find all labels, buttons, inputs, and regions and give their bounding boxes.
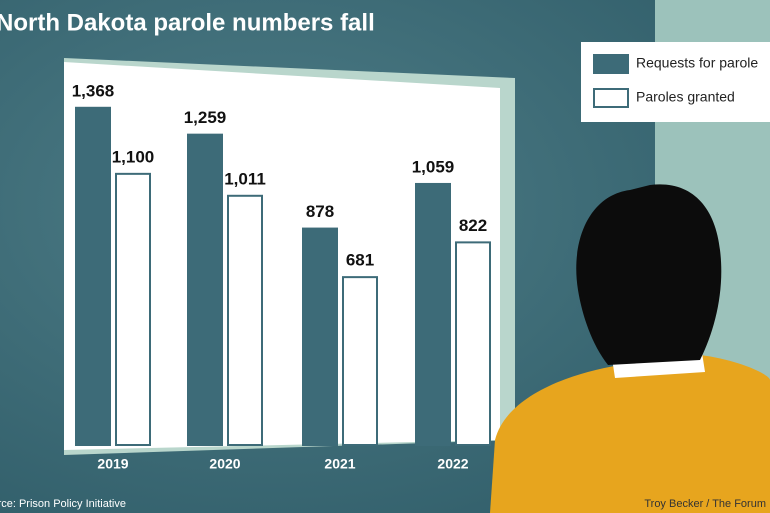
- legend-label: Requests for parole: [636, 55, 758, 71]
- value-label: 1,059: [412, 157, 455, 176]
- bar: [75, 106, 111, 447]
- value-label: 1,100: [112, 147, 155, 166]
- value-label: 681: [346, 251, 374, 270]
- x-tick-label: 2020: [209, 456, 240, 472]
- chart-title: North Dakota parole numbers fall: [0, 9, 375, 36]
- head: [576, 184, 722, 365]
- credit: Troy Becker / The Forum: [644, 498, 766, 510]
- bar: [115, 172, 151, 446]
- bar: [302, 227, 338, 446]
- bar: [187, 133, 223, 446]
- value-label: 1,368: [72, 81, 115, 100]
- person-illustration: [490, 184, 770, 513]
- bar: [227, 194, 263, 446]
- x-tick-label: 2022: [437, 456, 468, 472]
- x-tick-label: 2019: [97, 456, 128, 472]
- chart-frame: [64, 62, 500, 450]
- legend-swatch: [593, 88, 629, 108]
- value-label: 822: [459, 216, 487, 235]
- x-tick-label: 2021: [324, 456, 355, 472]
- jacket: [490, 355, 770, 513]
- value-label: 1,259: [184, 108, 227, 127]
- legend-label: Paroles granted: [636, 89, 735, 105]
- bar: [342, 276, 378, 447]
- value-label: 1,011: [224, 169, 266, 188]
- source-note: Source: Prison Policy Initiative: [0, 498, 126, 510]
- bar: [455, 241, 491, 446]
- value-label: 878: [306, 202, 334, 221]
- legend-swatch: [593, 54, 629, 74]
- bar: [415, 182, 451, 446]
